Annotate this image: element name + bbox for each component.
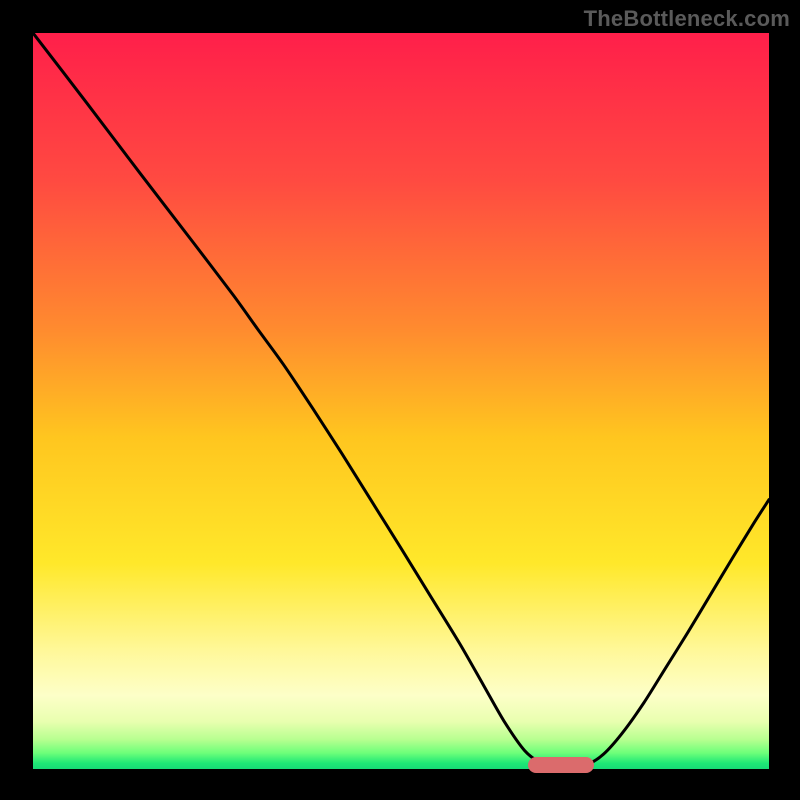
optimal-range-marker bbox=[528, 757, 594, 773]
watermark-text: TheBottleneck.com bbox=[584, 6, 790, 32]
plot-area bbox=[33, 33, 769, 769]
chart-container: TheBottleneck.com bbox=[0, 0, 800, 800]
bottleneck-curve bbox=[33, 33, 769, 769]
